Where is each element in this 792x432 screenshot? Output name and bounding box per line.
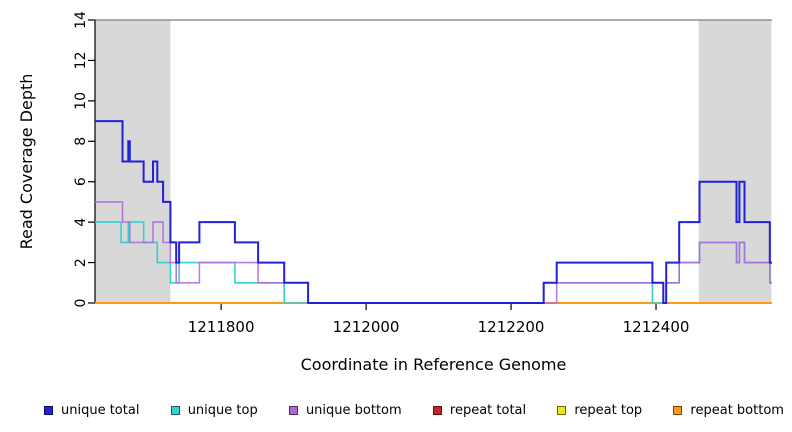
legend-label: unique total	[61, 402, 140, 418]
x-tick-label: 1211800	[188, 318, 255, 336]
legend-label: repeat bottom	[690, 402, 784, 418]
legend-swatch	[673, 405, 683, 415]
series-unique-bottom	[95, 201, 772, 304]
legend-swatch	[288, 405, 298, 415]
legend-item: unique total	[44, 403, 139, 418]
shaded-region	[698, 20, 772, 303]
y-tick-label: 10	[73, 92, 89, 110]
legend-label: unique bottom	[305, 402, 402, 418]
y-tick-label: 12	[73, 51, 89, 69]
y-axis-title: Read Coverage Depth	[17, 74, 36, 250]
y-tick-label: 0	[73, 299, 89, 308]
legend-swatch	[170, 405, 180, 415]
legend-item: repeat total	[432, 402, 527, 418]
y-tick-label: 2	[73, 258, 89, 267]
legend-swatch	[557, 405, 567, 415]
y-tick-label: 4	[73, 218, 89, 227]
y-tick-label: 6	[73, 177, 89, 186]
legend: unique total unique top unique bottom repea…	[44, 399, 784, 421]
legend-swatch	[44, 405, 53, 415]
series-unique-total	[95, 120, 772, 304]
legend-item: repeat bottom	[673, 403, 784, 418]
y-tick-label: 14	[73, 11, 89, 29]
legend-item: unique top	[170, 402, 258, 418]
x-tick-label: 1212200	[478, 318, 545, 336]
legend-swatch	[432, 405, 442, 415]
legend-item: unique bottom	[288, 402, 402, 418]
legend-label: repeat top	[574, 402, 643, 418]
legend-item: repeat top	[557, 403, 642, 418]
x-axis-title: Coordinate in Reference Genome	[301, 355, 567, 374]
x-tick-label: 1212400	[623, 318, 690, 336]
y-tick-label: 8	[73, 137, 89, 146]
legend-label: unique top	[187, 402, 258, 418]
legend-label: repeat total	[449, 402, 527, 418]
x-tick-label: 1212000	[333, 318, 400, 336]
